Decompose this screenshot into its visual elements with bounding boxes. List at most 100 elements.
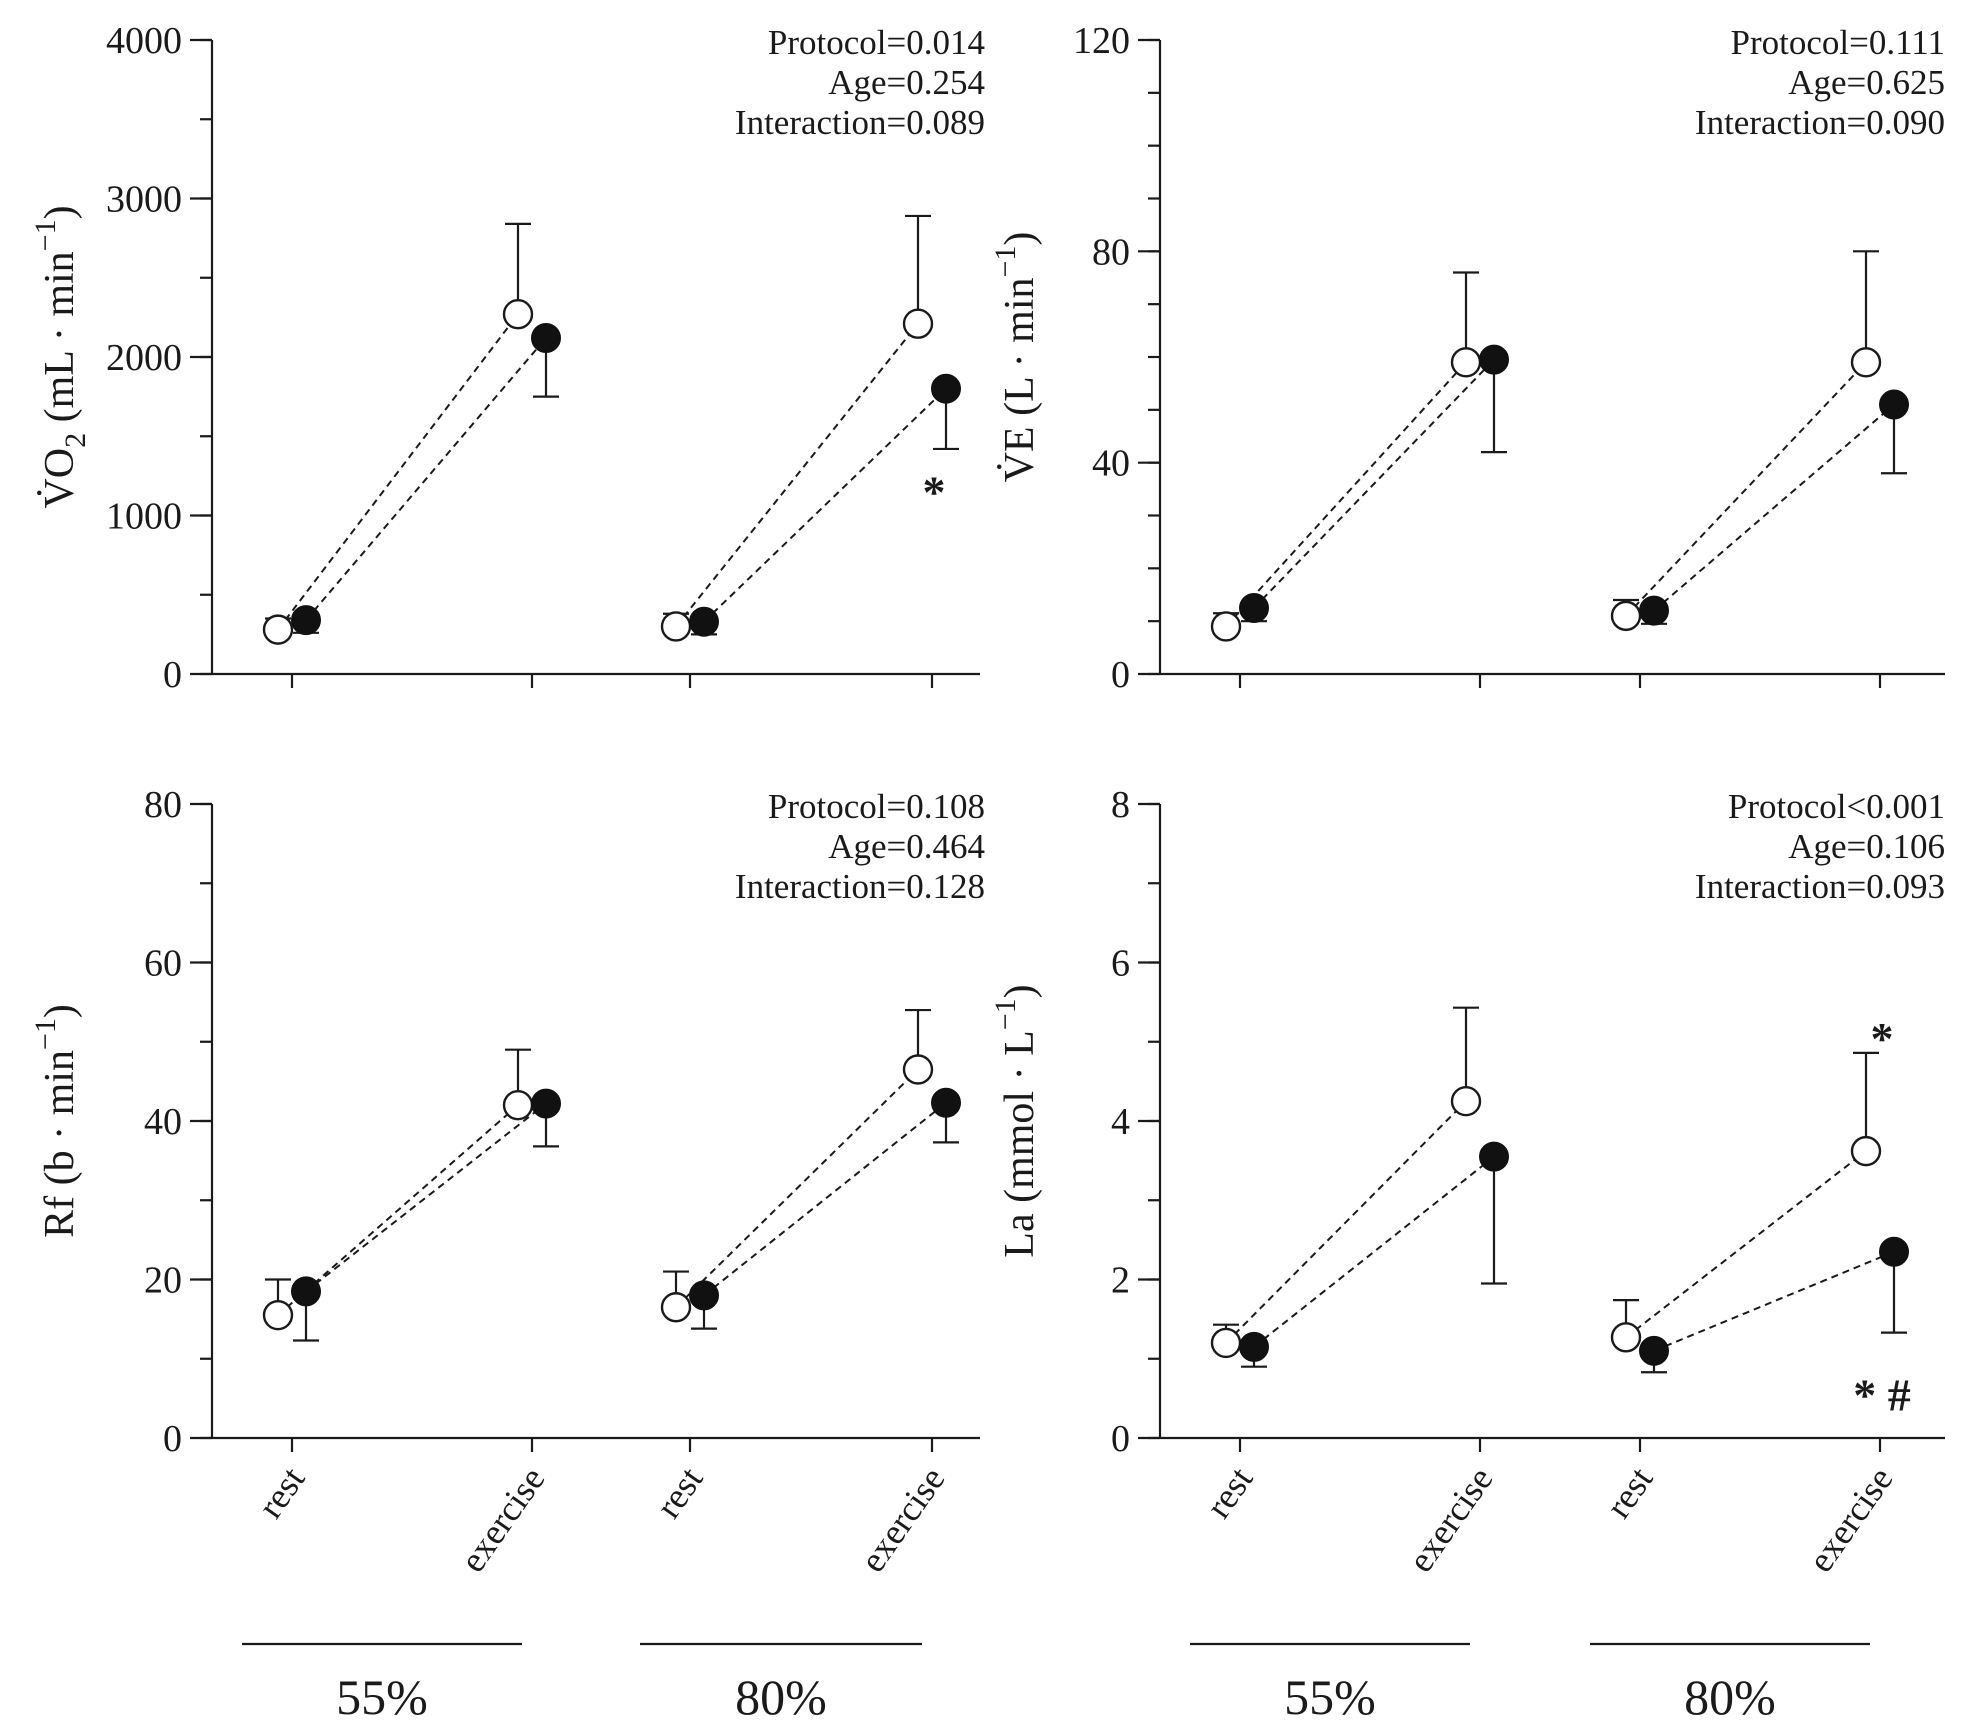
series-connector <box>1653 1250 1895 1352</box>
group-label: 80% <box>1684 1669 1776 1725</box>
series-connector <box>1625 1150 1867 1339</box>
y-tick-label: 0 <box>163 654 182 696</box>
x-tick-label: exercise <box>1800 1460 1900 1580</box>
data-point <box>531 1088 561 1119</box>
series-connector <box>277 313 519 631</box>
series-filled <box>291 322 961 637</box>
panel-top-right: 0 40 80 120 V̇E (L · min−1) Protocol=0.111Age… <box>989 20 1945 696</box>
series-open <box>262 214 934 645</box>
data-point <box>502 1089 534 1121</box>
y-axis-label: La (mmol · L−1) <box>989 984 1043 1257</box>
data-point <box>1610 600 1642 632</box>
panel-top-left: 0 1000 2000 3000 4000 V̇O2 (mL · min−1) Protoc… <box>29 20 985 696</box>
series-open <box>1210 250 1882 642</box>
stats-line: Interaction=0.093 <box>1695 867 1945 906</box>
y-tick-label: 4 <box>1111 1101 1130 1143</box>
data-point <box>1610 1322 1642 1353</box>
y-tick-label: 40 <box>144 1101 182 1143</box>
y-axis-label: V̇E (L · min−1) <box>989 232 1043 483</box>
y-label-superscript: −1 <box>29 219 62 251</box>
data-point <box>1239 1331 1269 1362</box>
data-point <box>1850 347 1882 378</box>
significance-mark: * # <box>1853 1369 1911 1420</box>
y-tick-label: 2 <box>1111 1260 1130 1302</box>
y-label-unit: (mL · min <box>37 251 83 433</box>
data-point <box>1879 1236 1909 1267</box>
y-label-close: ) <box>997 984 1043 998</box>
data-point <box>1210 611 1242 642</box>
y-label-main: Rf (b · min <box>37 1050 83 1238</box>
y-tick-label: 40 <box>1092 443 1130 485</box>
x-axis-labels: rest exercise rest exercise 55% 80% rest exerci… <box>242 1460 1901 1725</box>
y-tick-label: 0 <box>1111 654 1130 696</box>
data-point <box>1639 1335 1669 1366</box>
data-point <box>660 1292 692 1323</box>
series-filled <box>291 1087 961 1342</box>
stats-line: Age=0.106 <box>1788 827 1945 866</box>
data-point <box>1239 592 1269 623</box>
data-point <box>1479 1141 1509 1172</box>
y-tick-label: 20 <box>144 1260 182 1302</box>
y-tick-label: 4000 <box>106 20 182 62</box>
data-point <box>902 308 934 339</box>
series-connector <box>1653 403 1895 612</box>
data-point <box>291 1276 321 1307</box>
stats-line: Interaction=0.090 <box>1695 103 1945 142</box>
x-tick-label: rest <box>1598 1460 1661 1526</box>
y-tick-label: 0 <box>163 1418 182 1460</box>
stats-line: Age=0.254 <box>828 63 985 102</box>
x-tick-label: exercise <box>852 1460 952 1580</box>
x-tick-label: exercise <box>1400 1460 1500 1580</box>
y-tick-label: 60 <box>144 943 182 985</box>
data-point <box>931 373 961 404</box>
y-label-main: La (mmol · L <box>997 1030 1043 1257</box>
data-point <box>931 1087 961 1118</box>
data-point <box>262 614 294 645</box>
y-tick-label: 1000 <box>106 496 182 538</box>
y-label-superscript: −1 <box>989 998 1022 1030</box>
series-connector <box>305 1102 547 1293</box>
series-connector <box>675 323 919 628</box>
data-point <box>1850 1135 1882 1167</box>
x-tick-label: rest <box>250 1460 313 1526</box>
panel-bottom-right: 0 2 4 6 8 La (mmol · L−1) Protocol<0.001Age=0.… <box>989 784 1945 1460</box>
y-label-close: ) <box>37 205 83 219</box>
significance-mark: * <box>923 467 946 518</box>
series-open <box>262 1008 934 1331</box>
y-label-close: ) <box>997 232 1043 246</box>
data-point <box>502 299 534 330</box>
series-connector <box>1253 1155 1495 1348</box>
data-point <box>660 611 692 642</box>
data-point <box>689 1280 719 1311</box>
x-tick-label: exercise <box>452 1460 552 1580</box>
series-connector <box>1225 1100 1467 1344</box>
y-tick-label: 0 <box>1111 1418 1130 1460</box>
y-label-superscript: −1 <box>989 246 1022 278</box>
data-point <box>1639 595 1669 626</box>
y-label-unit: (L · min <box>997 278 1043 427</box>
data-point <box>1479 344 1509 375</box>
stats-line: Age=0.464 <box>828 827 985 866</box>
group-label: 55% <box>1284 1669 1376 1725</box>
series-filled <box>1239 1141 1909 1374</box>
series-open <box>1210 1006 1882 1359</box>
series-connector <box>675 1068 919 1308</box>
series-connector <box>703 1101 947 1297</box>
y-tick-label: 120 <box>1073 20 1130 62</box>
stats-line: Interaction=0.089 <box>735 103 985 142</box>
data-point <box>1879 389 1909 420</box>
y-axis-label: Rf (b · min−1) <box>29 1004 83 1238</box>
data-point <box>1210 1327 1242 1359</box>
data-point <box>1450 347 1482 378</box>
series-connector <box>1253 358 1495 609</box>
y-tick-label: 8 <box>1111 784 1130 826</box>
stats-line: Age=0.625 <box>1788 63 1945 102</box>
x-tick-label: rest <box>648 1460 711 1526</box>
stats-line: Protocol=0.014 <box>768 23 985 62</box>
group-label: 80% <box>735 1669 827 1725</box>
data-point <box>262 1299 294 1331</box>
y-tick-label: 6 <box>1111 943 1130 985</box>
series-connector <box>1225 361 1467 628</box>
